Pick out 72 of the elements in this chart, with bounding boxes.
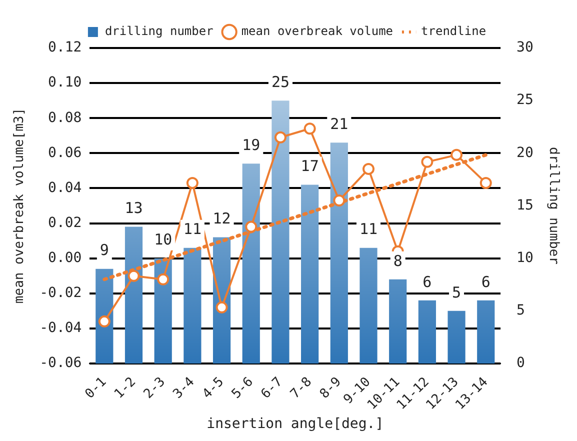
point	[216, 301, 228, 314]
point	[304, 122, 316, 135]
legend-label: mean overbreak volume	[241, 24, 394, 38]
x-tick-label: 2-3	[141, 374, 168, 402]
point	[480, 176, 492, 189]
y-axis-title: mean overbreak volume[m3]	[12, 108, 28, 304]
bar	[330, 142, 348, 364]
y2-tick-label: 20	[516, 144, 534, 161]
bar	[360, 248, 378, 364]
x-tick-label: 7-8	[288, 374, 316, 402]
bar	[124, 226, 143, 364]
y-tick-label: 0.10	[48, 74, 82, 91]
y2-tick-label: 25	[516, 92, 534, 108]
x-tick-label: 8-9	[317, 374, 344, 402]
y-tick-label: 0.02	[48, 214, 82, 231]
data-label: 6	[481, 272, 490, 291]
x-tick-label: 1-2	[112, 374, 139, 402]
y2-tick-label: 10	[516, 250, 534, 266]
data-label: 11	[183, 220, 202, 238]
point	[98, 315, 110, 328]
y-tick-label: 0.06	[48, 144, 82, 161]
y-tick-label: 0.12	[48, 40, 82, 56]
y2-tick-label: 30	[516, 40, 534, 56]
point	[245, 220, 258, 233]
point	[362, 162, 374, 175]
bar	[448, 310, 466, 364]
bar	[272, 100, 290, 364]
data-label: 9	[100, 241, 109, 260]
data-label: 13	[124, 199, 143, 218]
data-label: 10	[154, 230, 172, 249]
point	[421, 156, 434, 168]
data-label: 21	[330, 115, 348, 134]
y2-tick-label: 5	[516, 302, 525, 319]
data-label: 11	[359, 220, 378, 238]
data-label: 17	[300, 157, 319, 176]
y2-axis-title: drilling number	[546, 147, 561, 265]
bar	[184, 248, 202, 364]
x-axis-title: insertion angle[deg.]	[206, 416, 384, 432]
y-tick-label: 0.04	[48, 180, 82, 196]
data-label: 25	[271, 72, 290, 91]
data-label: 19	[242, 136, 260, 154]
point	[450, 148, 463, 161]
bar	[154, 258, 172, 364]
data-label: 5	[452, 283, 462, 302]
bar	[96, 268, 114, 364]
x-tick-label: 3-4	[170, 374, 198, 402]
x-tick-label: 5-6	[229, 374, 256, 402]
y-tick-label: -0.06	[40, 355, 82, 372]
data-label: 6	[422, 272, 432, 291]
legend-label: trendline	[421, 24, 486, 38]
bar	[389, 279, 407, 364]
y-tick-label: -0.04	[40, 320, 82, 336]
y-tick-label: 0.00	[48, 250, 82, 266]
data-label: 8	[393, 252, 402, 270]
x-tick-label: 6-7	[258, 374, 286, 402]
point	[186, 176, 198, 189]
point	[274, 131, 286, 144]
bar	[242, 164, 260, 364]
point	[333, 194, 346, 206]
bar	[477, 300, 495, 364]
legend-label: drilling number	[104, 24, 214, 38]
x-tick-label: 4-5	[200, 374, 227, 402]
y2-tick-label: 15	[516, 197, 534, 214]
y-tick-label: -0.02	[40, 285, 82, 302]
data-label: 12	[212, 210, 231, 228]
y2-tick-label: 0	[516, 355, 525, 372]
point	[157, 273, 170, 286]
point	[128, 270, 140, 282]
bar	[301, 184, 319, 364]
x-tick-label: 0-1	[82, 374, 110, 402]
y-tick-label: 0.08	[48, 110, 82, 126]
bar	[418, 300, 436, 364]
